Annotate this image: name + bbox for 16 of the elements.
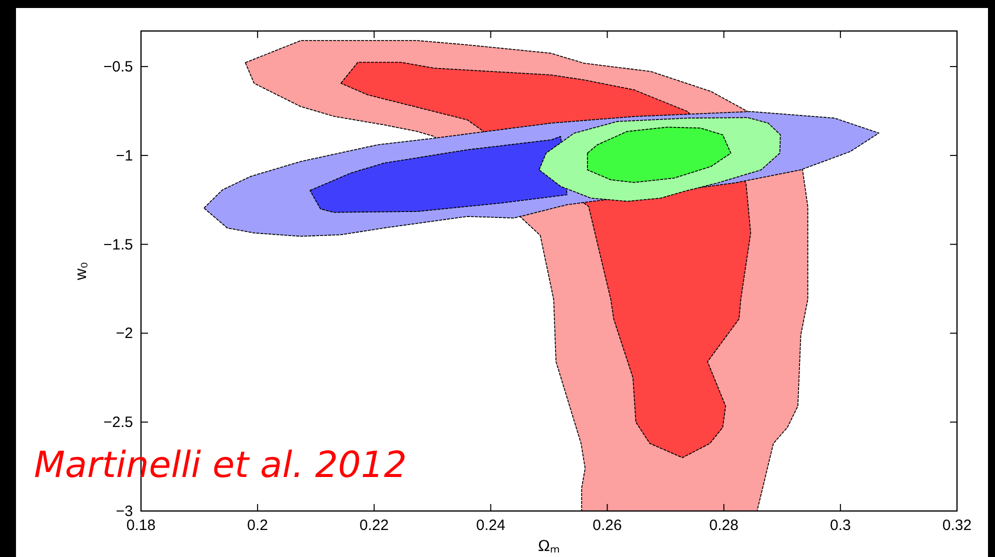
y-tick-label: −1.5: [103, 236, 133, 254]
x-tick-label: 0.26: [592, 517, 622, 534]
x-tick-label: 0.2: [247, 517, 268, 534]
y-tick-label: −1: [116, 147, 133, 164]
y-tick-label: −0.5: [103, 58, 133, 76]
y-axis-title: w₀: [73, 262, 90, 282]
y-tick-label: −3: [116, 503, 133, 520]
x-tick-label: 0.24: [476, 517, 506, 534]
x-tick-label: 0.28: [709, 517, 738, 534]
x-tick-label: 0.22: [360, 517, 389, 534]
x-axis-title: Ωₘ: [538, 538, 560, 555]
x-tick-label: 0.18: [126, 517, 156, 534]
y-tick-label: −2.5: [103, 414, 133, 432]
x-tick-label: 0.3: [830, 517, 851, 534]
x-tick-label: 0.32: [942, 517, 972, 534]
y-tick-label: −2: [116, 325, 133, 342]
